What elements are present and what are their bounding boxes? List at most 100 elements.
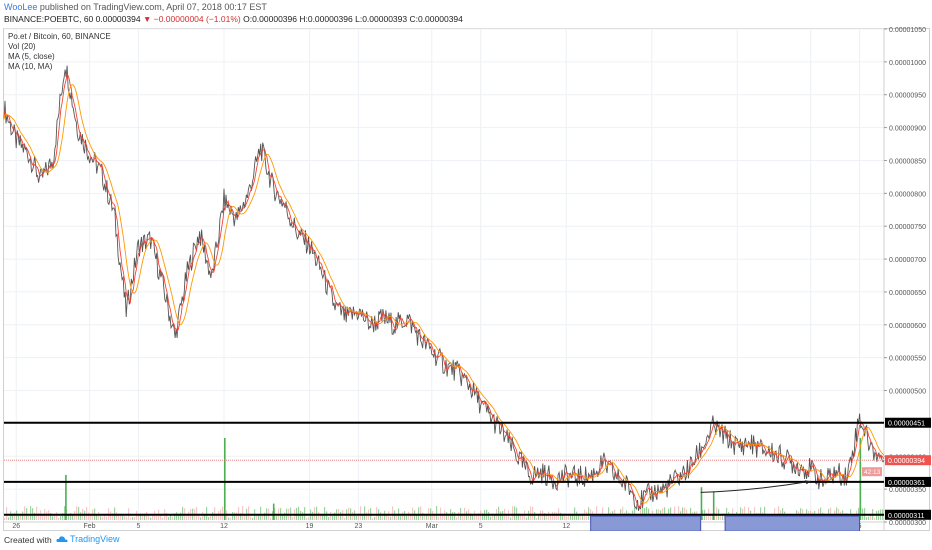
volume-bar (134, 517, 136, 520)
volume-bar (284, 512, 286, 520)
price-series-line (3, 65, 885, 511)
volume-bar (526, 517, 528, 520)
volume-bar (682, 507, 684, 520)
volume-bar (320, 514, 322, 520)
volume-bar (142, 514, 144, 520)
volume-bar (62, 512, 64, 520)
volume-bar (14, 512, 16, 520)
volume-bar (152, 515, 154, 520)
x-tick-label: 12 (562, 523, 570, 530)
countdown-label: 42:13 (864, 469, 881, 476)
y-tick-label: 0.00000750 (889, 224, 926, 231)
level-price-tag (885, 509, 931, 520)
symbol-label: BINANCE:POEBTC, 60 (4, 14, 94, 24)
tradingview-logo[interactable]: TradingView (70, 534, 120, 544)
volume-bar (868, 516, 870, 520)
volume-bar (560, 512, 562, 520)
y-tick-label: 0.00000800 (889, 191, 926, 198)
volume-bar (470, 513, 472, 520)
volume-bar (664, 507, 666, 520)
volume-bar (536, 517, 538, 520)
volume-bar (642, 506, 644, 520)
volume-bar (724, 513, 726, 520)
volume-bar (446, 512, 448, 520)
legend-item-volume[interactable]: Vol (20) (8, 42, 36, 51)
volume-bar (332, 515, 334, 520)
volume-bar (180, 512, 182, 520)
volume-bar (372, 517, 374, 520)
legend-title: Po.et / Bitcoin, 60, BINANCE (8, 32, 111, 41)
volume-bar (36, 506, 38, 520)
volume-bar (492, 513, 494, 520)
volume-bar (510, 517, 512, 520)
volume-bar (42, 514, 44, 520)
x-tick-label: Feb (84, 523, 96, 530)
volume-bar (408, 511, 410, 520)
volume-bar (448, 514, 450, 520)
volume-bar (216, 513, 218, 520)
volume-bar (20, 514, 22, 520)
volume-bar (90, 515, 92, 520)
author-link[interactable]: WooLee (4, 2, 38, 12)
x-tick-label: Mar (426, 523, 439, 530)
current-price-tag (885, 455, 931, 466)
volume-bar (360, 506, 362, 520)
volume-bar (54, 514, 56, 520)
volume-bar (236, 512, 238, 520)
volume-bar (232, 512, 234, 520)
volume-bar (244, 514, 246, 520)
y-tick-label: 0.00000900 (889, 126, 926, 133)
volume-bar (12, 513, 14, 520)
volume-bar (602, 507, 604, 520)
volume-bar (328, 517, 330, 520)
volume-bar (358, 513, 360, 520)
volume-bar (252, 517, 254, 520)
volume-bar (476, 515, 478, 520)
ma10-line (3, 84, 885, 504)
volume-bar (712, 513, 714, 520)
volume-bar (544, 513, 546, 520)
legend-item-ma5[interactable]: MA (5, close) (8, 52, 55, 61)
footer: Created with TradingView (0, 531, 932, 550)
volume-spike-bar (65, 474, 67, 520)
y-tick-label: 0.00001050 (889, 27, 926, 34)
volume-bar (396, 514, 398, 520)
tradingview-cloud-icon (56, 536, 68, 543)
volume-bar (250, 516, 252, 520)
volume-bar (452, 512, 454, 520)
volume-bar (302, 512, 304, 520)
volume-bar (58, 517, 60, 520)
volume-bar (586, 511, 588, 520)
volume-spike-bar (700, 487, 703, 520)
volume-bar (546, 514, 548, 520)
volume-bar (30, 506, 32, 520)
volume-bar (670, 507, 672, 520)
volume-bar (114, 507, 116, 520)
volume-bar (456, 517, 458, 520)
volume-bar (298, 506, 300, 520)
volume-bar (362, 513, 364, 520)
volume-bar (390, 516, 392, 520)
volume-bar (198, 516, 200, 520)
volume-bar (282, 515, 284, 520)
volume-bar (578, 513, 580, 520)
volume-bar (490, 516, 492, 520)
legend-item-ma10[interactable]: MA (10, MA) (8, 62, 53, 71)
chart-header: WooLee published on TradingView.com, Apr… (0, 0, 932, 28)
volume-bar (80, 512, 82, 520)
volume-bar (276, 516, 278, 520)
volume-bar (106, 516, 108, 520)
volume-bar (312, 511, 314, 520)
volume-bar (764, 506, 766, 520)
volume-bar (258, 515, 260, 520)
volume-bar (454, 512, 456, 520)
volume-bar (376, 507, 378, 520)
volume-bar (570, 514, 572, 520)
symbol-info: BINANCE:POEBTC, 60 0.00000394 ▼ −0.00000… (4, 14, 463, 24)
volume-bar (64, 506, 66, 520)
volume-bar (174, 513, 176, 520)
volume-bar (196, 506, 198, 520)
volume-bar (532, 506, 534, 520)
volume-bar (740, 507, 742, 520)
